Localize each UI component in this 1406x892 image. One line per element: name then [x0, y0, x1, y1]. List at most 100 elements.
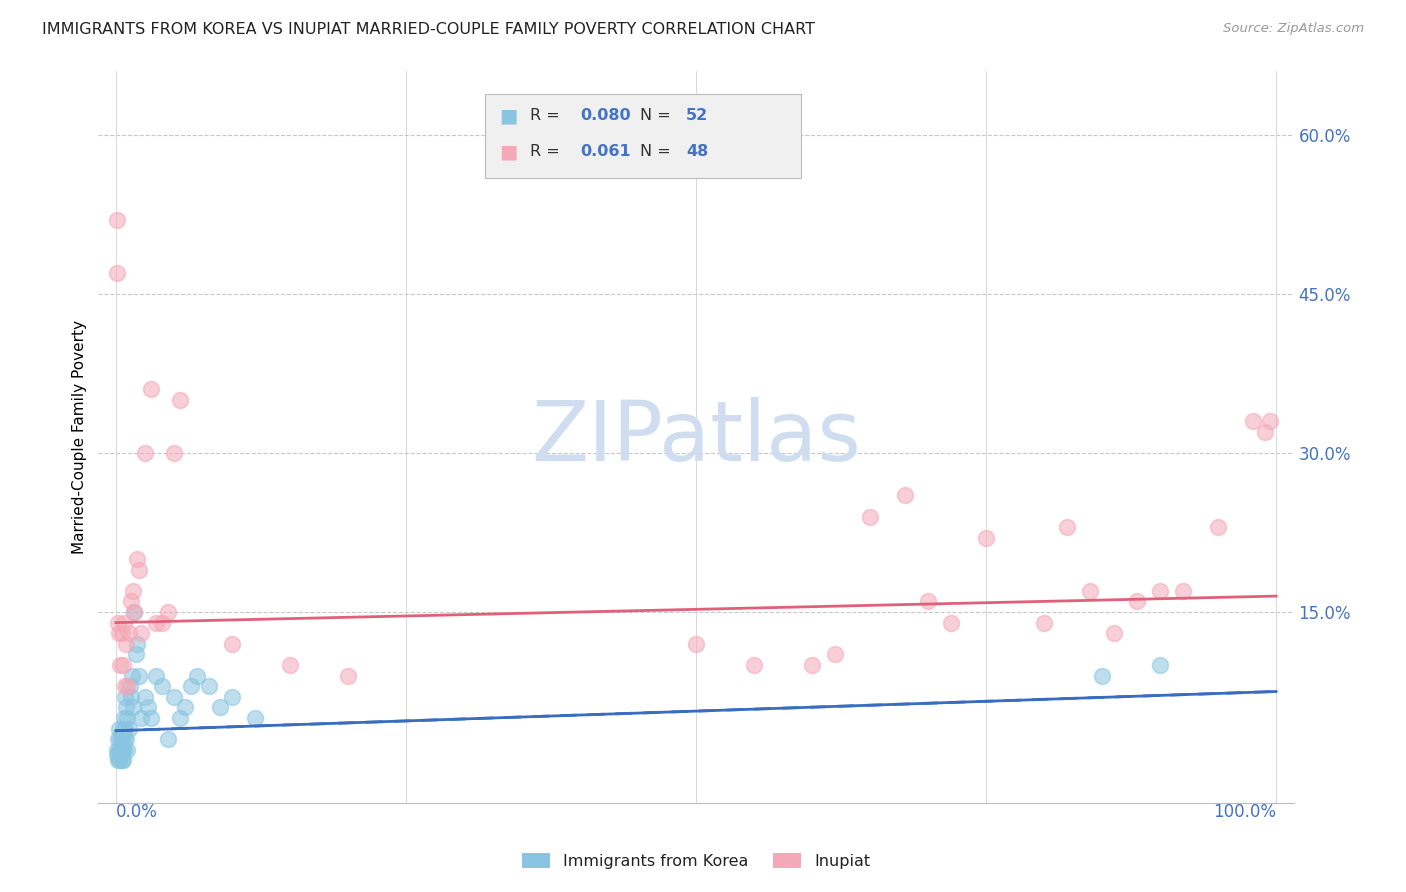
- Point: [1253, 425, 1275, 439]
- Point: [110, 748, 132, 763]
- Point: [117, 743, 139, 757]
- Point: [917, 594, 939, 608]
- Point: [108, 743, 131, 757]
- Point: [107, 753, 129, 767]
- Point: [139, 383, 162, 397]
- Point: [124, 605, 146, 619]
- Y-axis label: Married-Couple Family Poverty: Married-Couple Family Poverty: [72, 320, 87, 554]
- Point: [209, 700, 232, 714]
- Point: [124, 648, 146, 662]
- Point: [801, 658, 824, 673]
- Text: 0.080: 0.080: [581, 109, 631, 123]
- Point: [859, 509, 882, 524]
- Text: ■: ■: [499, 142, 517, 161]
- Point: [111, 753, 134, 767]
- Point: [117, 722, 139, 736]
- Point: [112, 732, 135, 747]
- Point: [114, 690, 136, 704]
- Point: [121, 668, 143, 682]
- Point: [108, 722, 131, 736]
- Text: R =: R =: [530, 145, 569, 159]
- Text: 48: 48: [686, 145, 709, 159]
- Point: [111, 743, 134, 757]
- Point: [742, 658, 765, 673]
- Point: [221, 690, 243, 704]
- Point: [941, 615, 963, 630]
- Text: IMMIGRANTS FROM KOREA VS INUPIAT MARRIED-COUPLE FAMILY POVERTY CORRELATION CHART: IMMIGRANTS FROM KOREA VS INUPIAT MARRIED…: [42, 22, 815, 37]
- Point: [115, 732, 138, 747]
- Point: [163, 446, 186, 460]
- Text: 100.0%: 100.0%: [1213, 803, 1277, 821]
- Point: [1126, 594, 1149, 608]
- Point: [131, 626, 153, 640]
- Point: [145, 668, 167, 682]
- Point: [1173, 583, 1195, 598]
- Point: [1258, 414, 1281, 428]
- Point: [124, 605, 146, 619]
- Point: [278, 658, 301, 673]
- Point: [114, 722, 136, 736]
- Point: [111, 743, 134, 757]
- Point: [117, 679, 139, 693]
- Point: [974, 531, 997, 545]
- Point: [134, 446, 156, 460]
- Point: [112, 743, 135, 757]
- Point: [105, 743, 128, 757]
- Point: [824, 648, 846, 662]
- Point: [105, 748, 128, 763]
- Point: [111, 722, 134, 736]
- Text: ZIPatlas: ZIPatlas: [531, 397, 860, 477]
- Point: [105, 212, 128, 227]
- Point: [169, 711, 191, 725]
- Text: N =: N =: [640, 145, 676, 159]
- Text: 52: 52: [686, 109, 709, 123]
- Point: [114, 679, 136, 693]
- Point: [134, 690, 156, 704]
- Point: [117, 626, 139, 640]
- Point: [221, 637, 243, 651]
- Point: [336, 668, 359, 682]
- Point: [1206, 520, 1229, 534]
- Point: [115, 637, 138, 651]
- Legend: Immigrants from Korea, Inupiat: Immigrants from Korea, Inupiat: [516, 847, 876, 875]
- Point: [111, 658, 134, 673]
- Point: [108, 626, 131, 640]
- Point: [1091, 668, 1114, 682]
- Point: [150, 615, 173, 630]
- Point: [105, 266, 128, 280]
- Point: [1080, 583, 1102, 598]
- Point: [1102, 626, 1125, 640]
- Text: ■: ■: [499, 106, 517, 126]
- Text: R =: R =: [530, 109, 565, 123]
- Point: [115, 700, 138, 714]
- Point: [111, 753, 134, 767]
- Text: Source: ZipAtlas.com: Source: ZipAtlas.com: [1223, 22, 1364, 36]
- Point: [180, 679, 202, 693]
- Point: [1241, 414, 1264, 428]
- Point: [163, 690, 186, 704]
- Point: [122, 583, 145, 598]
- Point: [125, 552, 148, 566]
- Point: [131, 711, 153, 725]
- Point: [1149, 658, 1171, 673]
- Point: [112, 615, 135, 630]
- Point: [197, 679, 219, 693]
- Point: [243, 711, 266, 725]
- Point: [122, 700, 145, 714]
- Point: [1033, 615, 1056, 630]
- Point: [110, 732, 132, 747]
- Point: [110, 658, 132, 673]
- Point: [112, 711, 135, 725]
- Point: [139, 711, 162, 725]
- Point: [111, 626, 134, 640]
- Point: [108, 753, 131, 767]
- Point: [107, 732, 129, 747]
- Point: [157, 605, 180, 619]
- Point: [894, 488, 917, 502]
- Point: [1056, 520, 1078, 534]
- Text: 0.061: 0.061: [581, 145, 631, 159]
- Point: [145, 615, 167, 630]
- Point: [128, 668, 150, 682]
- Point: [107, 615, 129, 630]
- Point: [1149, 583, 1171, 598]
